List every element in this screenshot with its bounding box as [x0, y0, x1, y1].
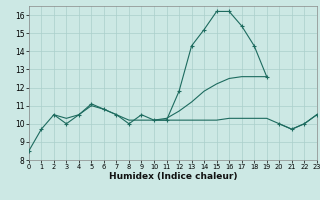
- X-axis label: Humidex (Indice chaleur): Humidex (Indice chaleur): [108, 172, 237, 181]
